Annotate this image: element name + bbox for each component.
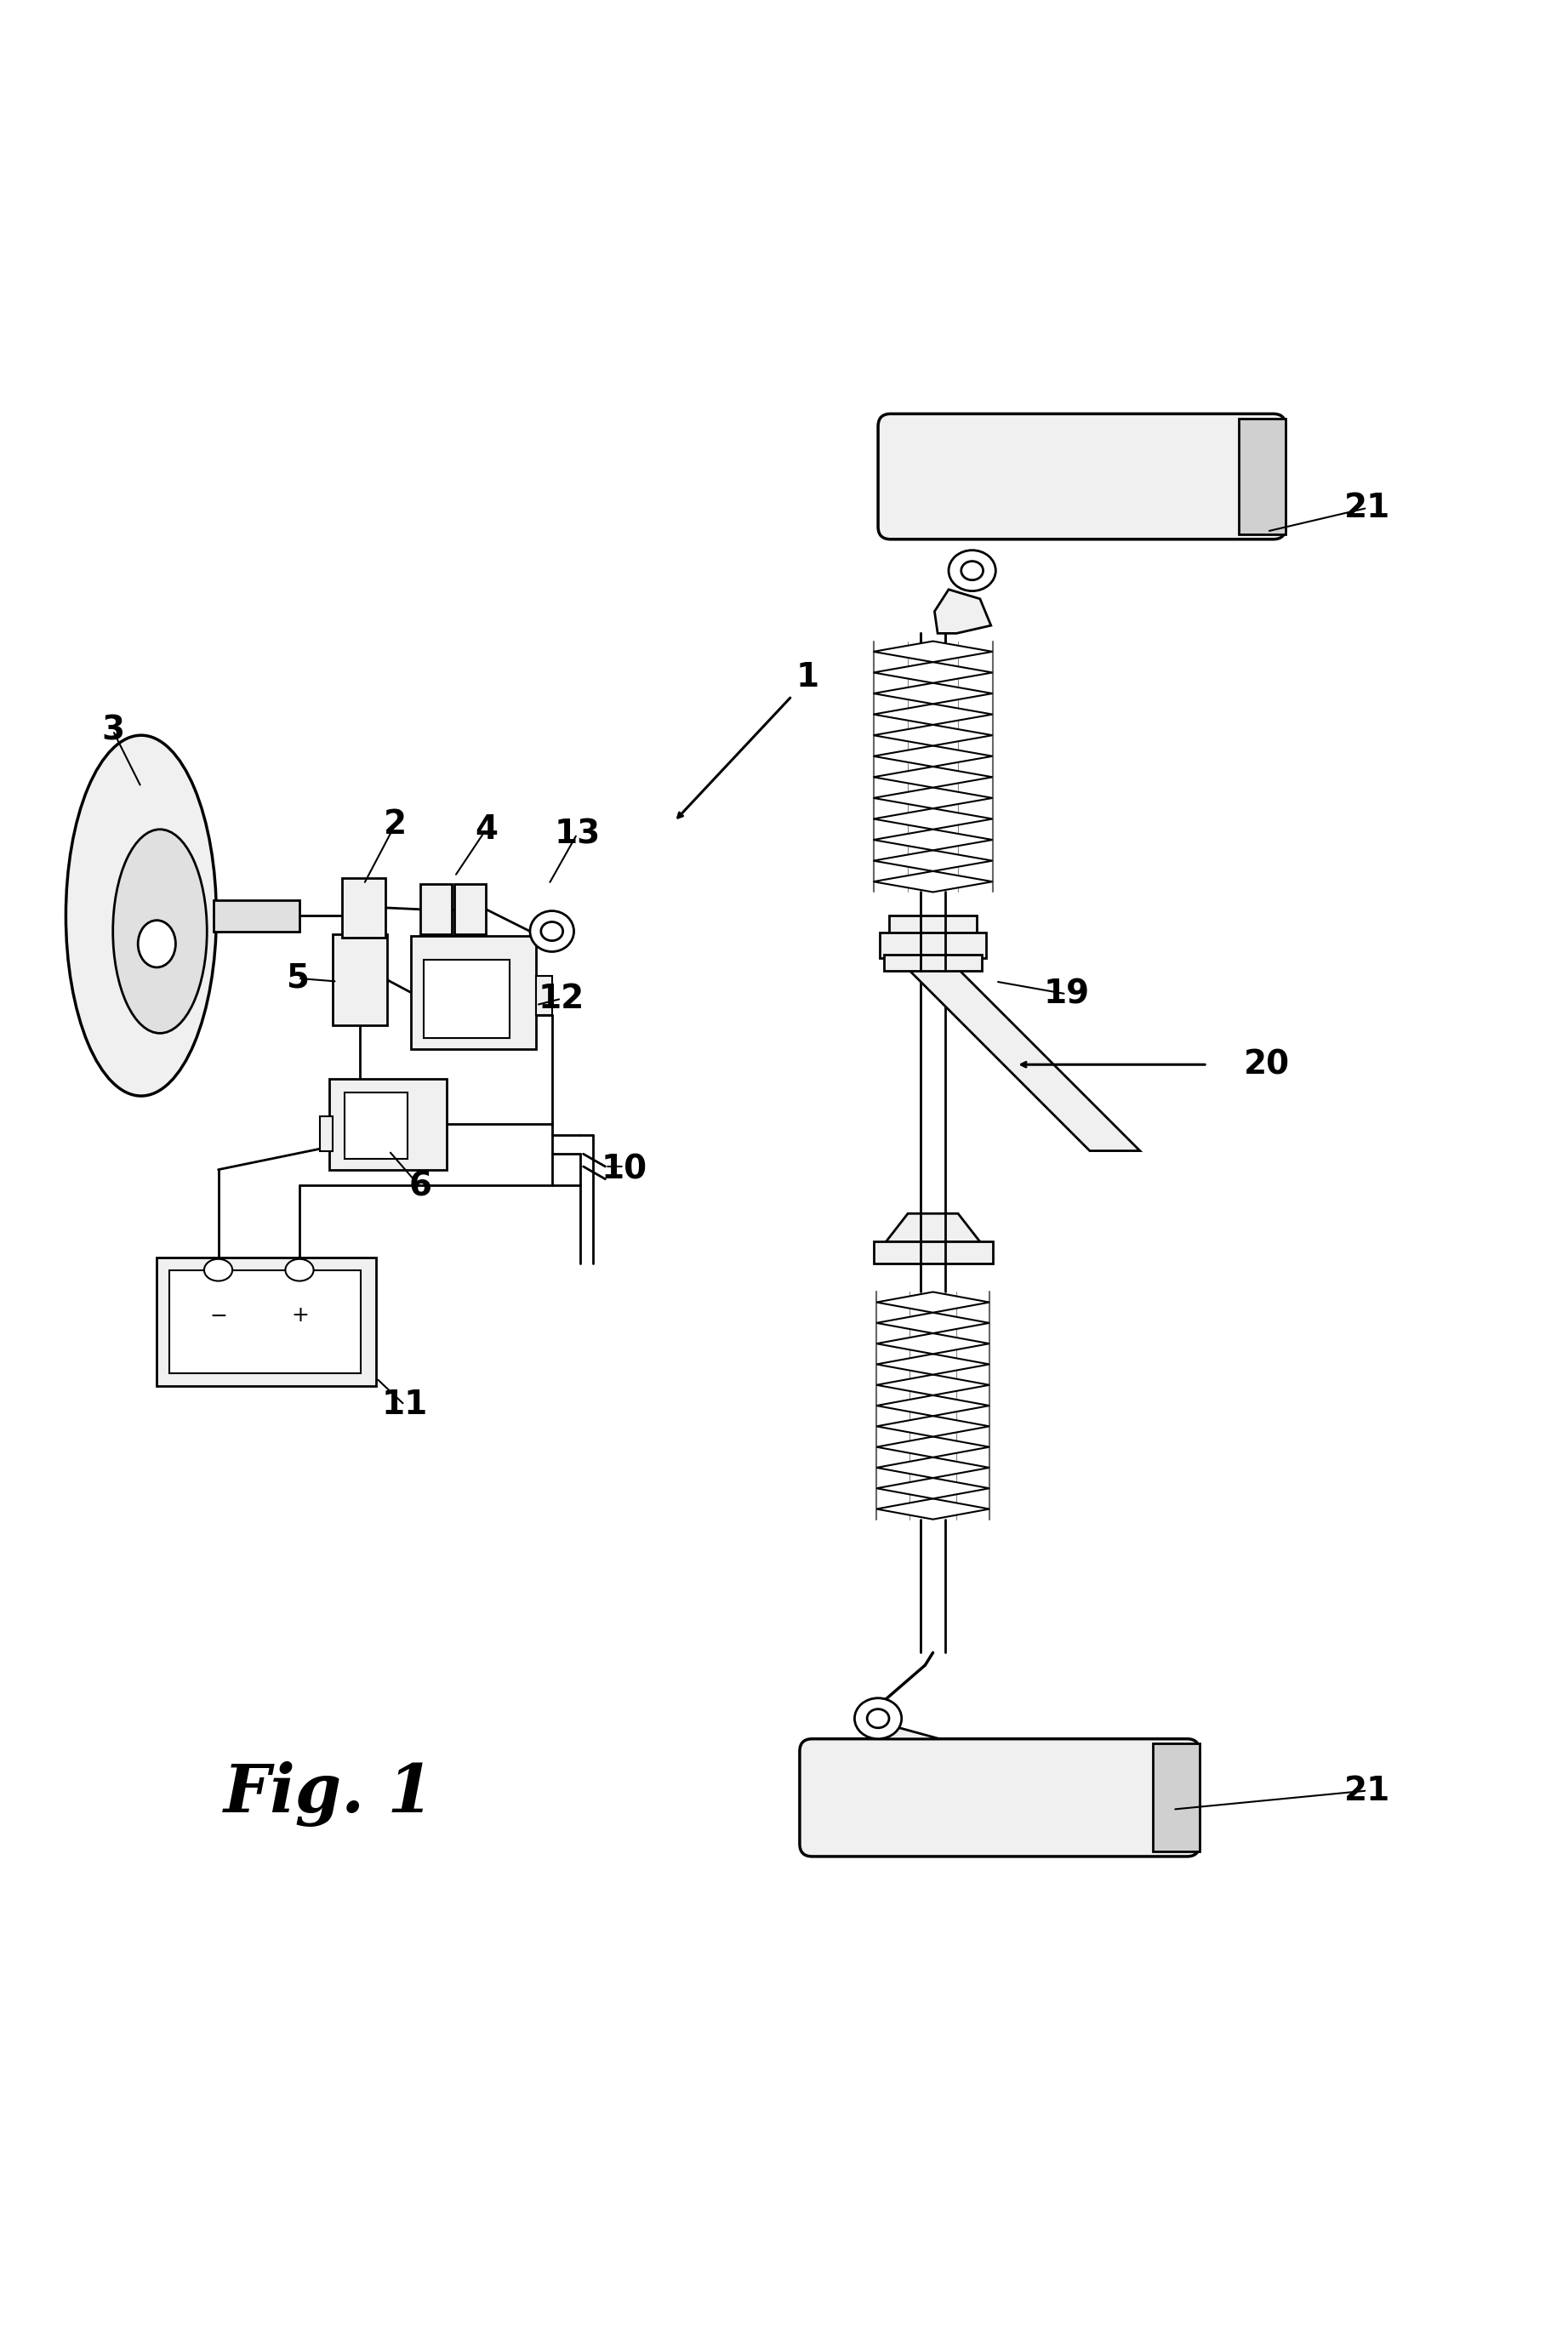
Bar: [213, 901, 299, 931]
Text: 11: 11: [381, 1388, 428, 1421]
Polygon shape: [877, 1313, 989, 1332]
Ellipse shape: [66, 735, 216, 1097]
Text: 21: 21: [1344, 492, 1391, 525]
Ellipse shape: [961, 562, 983, 581]
Bar: [889, 915, 977, 940]
Bar: [880, 933, 986, 959]
Ellipse shape: [113, 828, 207, 1034]
Bar: [1152, 1743, 1200, 1852]
Polygon shape: [877, 1479, 989, 1498]
Text: $-$: $-$: [210, 1304, 227, 1325]
Ellipse shape: [855, 1698, 902, 1738]
Polygon shape: [873, 684, 993, 705]
Polygon shape: [873, 747, 993, 768]
FancyBboxPatch shape: [878, 413, 1286, 539]
Polygon shape: [873, 726, 993, 747]
Bar: [169, 1269, 361, 1374]
Ellipse shape: [867, 1710, 889, 1729]
Text: 6: 6: [409, 1171, 431, 1204]
Polygon shape: [877, 1437, 989, 1458]
Ellipse shape: [949, 551, 996, 590]
Bar: [342, 877, 386, 938]
Ellipse shape: [541, 922, 563, 940]
Ellipse shape: [285, 1260, 314, 1281]
Text: 10: 10: [601, 1153, 648, 1185]
Polygon shape: [873, 789, 993, 810]
Text: 5: 5: [287, 961, 309, 994]
Polygon shape: [873, 828, 993, 849]
FancyBboxPatch shape: [800, 1738, 1200, 1857]
Bar: [332, 936, 387, 1027]
Bar: [345, 1092, 408, 1160]
Polygon shape: [873, 768, 993, 789]
Text: 4: 4: [475, 814, 497, 845]
Polygon shape: [873, 705, 993, 726]
Polygon shape: [873, 849, 993, 870]
Bar: [455, 884, 486, 936]
Polygon shape: [877, 1458, 989, 1479]
Polygon shape: [877, 1353, 989, 1374]
Text: 21: 21: [1344, 1775, 1391, 1806]
Bar: [873, 1241, 993, 1264]
Text: 20: 20: [1243, 1048, 1290, 1080]
Bar: [411, 936, 536, 1050]
Polygon shape: [886, 1213, 980, 1241]
Bar: [536, 975, 552, 1015]
Text: 19: 19: [1043, 978, 1090, 1010]
Polygon shape: [873, 810, 993, 828]
Text: Fig. 1: Fig. 1: [224, 1761, 434, 1827]
Text: 2: 2: [384, 810, 406, 840]
Text: 13: 13: [554, 819, 601, 849]
Polygon shape: [873, 870, 993, 891]
Polygon shape: [902, 964, 1140, 1150]
Bar: [423, 959, 510, 1038]
Bar: [886, 1241, 980, 1246]
Text: $+$: $+$: [292, 1304, 307, 1325]
Bar: [884, 954, 982, 971]
Ellipse shape: [204, 1260, 232, 1281]
Text: 1: 1: [797, 660, 818, 693]
Text: 12: 12: [538, 982, 585, 1015]
Bar: [1239, 418, 1286, 534]
Polygon shape: [870, 1726, 939, 1738]
Bar: [420, 884, 452, 936]
Polygon shape: [935, 590, 991, 632]
Polygon shape: [873, 642, 993, 663]
Polygon shape: [877, 1292, 989, 1313]
Polygon shape: [877, 1498, 989, 1519]
Text: 3: 3: [102, 714, 124, 747]
Polygon shape: [877, 1332, 989, 1353]
Bar: [329, 1078, 447, 1169]
Bar: [157, 1257, 376, 1386]
Bar: [320, 1115, 332, 1150]
Polygon shape: [873, 663, 993, 684]
Polygon shape: [877, 1416, 989, 1437]
Ellipse shape: [530, 910, 574, 952]
Polygon shape: [877, 1374, 989, 1395]
Ellipse shape: [138, 919, 176, 968]
Polygon shape: [877, 1395, 989, 1416]
